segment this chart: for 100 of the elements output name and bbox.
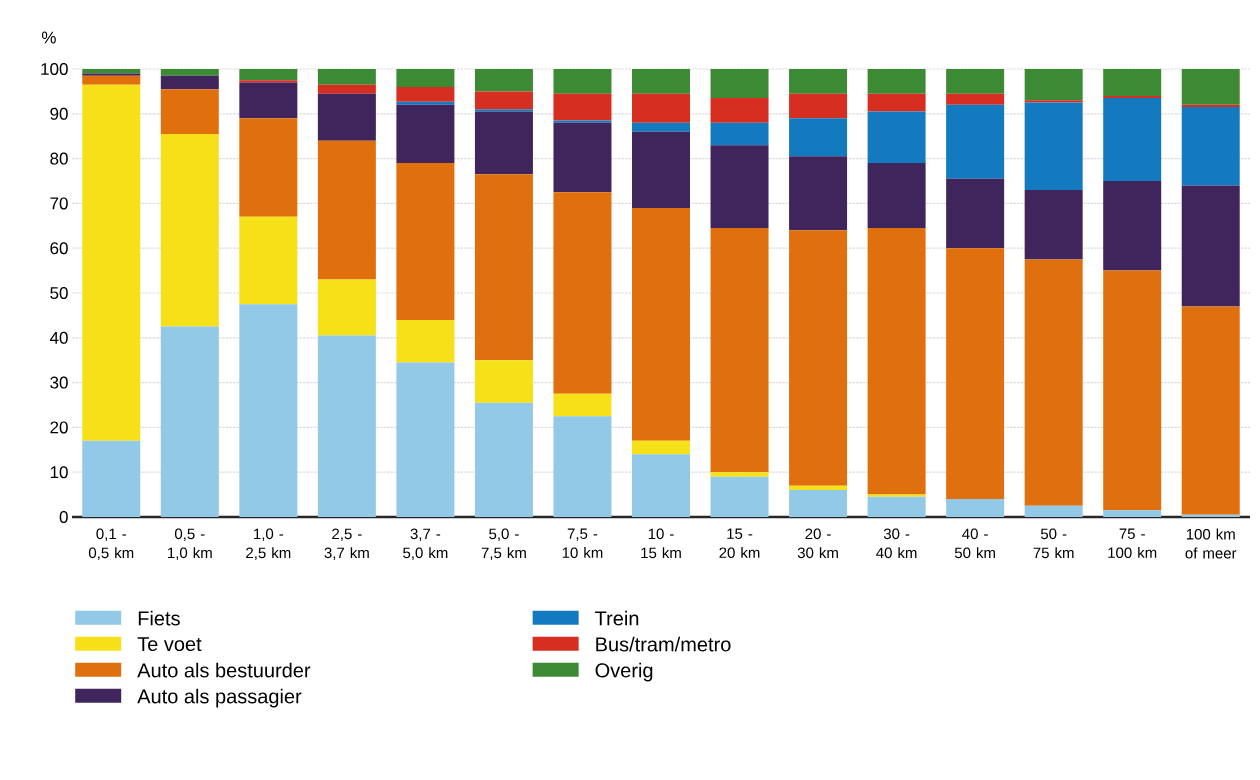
bar: [946, 499, 1005, 517]
bar: [632, 93, 690, 123]
bar: [946, 93, 1005, 105]
y-tick-label: 100: [41, 62, 68, 76]
bar: [160, 326, 219, 517]
bar: [632, 207, 690, 441]
bar: [1024, 189, 1083, 260]
bar: [474, 111, 533, 175]
bar: [317, 93, 376, 141]
bar: [317, 279, 376, 336]
bar: [1181, 185, 1240, 307]
bar: [867, 163, 926, 229]
bar: [1024, 100, 1083, 103]
bar: [474, 174, 533, 361]
bar: [317, 84, 376, 94]
bar: [474, 360, 533, 403]
x-tick-label: 100 km of meer: [1185, 528, 1237, 559]
bar: [160, 133, 219, 327]
x-tick-label: 15 - 20 km: [719, 528, 760, 558]
bar: [239, 82, 298, 119]
bar: [396, 362, 455, 517]
bar: [553, 69, 612, 94]
bar: [1103, 98, 1162, 181]
x-tick-label: 50 - 75 km: [1033, 528, 1074, 559]
bar: [553, 416, 612, 517]
y-tick-label: 60: [50, 242, 68, 255]
x-tick-label: 10 - 15 km: [641, 528, 681, 559]
bar: [82, 84, 141, 441]
bar: [867, 111, 926, 164]
y-tick-label: 90: [50, 107, 68, 120]
x-tick-label: 5,0 - 7,5 km: [481, 528, 526, 560]
x-tick-label: 1,0 - 2,5 km: [246, 528, 291, 560]
y-tick-label: 20: [50, 421, 68, 434]
bar: [82, 75, 141, 85]
bar: [867, 69, 926, 94]
bar: [474, 402, 533, 517]
bar: [710, 122, 769, 146]
bar: [946, 248, 1005, 500]
bar: [1181, 306, 1240, 515]
legend-label: Te voet: [137, 637, 202, 652]
bar: [317, 140, 376, 280]
legend-label: Auto als passagier: [137, 688, 302, 708]
bar: [867, 228, 926, 495]
x-tick-label: 7,5 - 10 km: [562, 528, 603, 558]
x-tick-label: 3,7 - 5,0 km: [403, 528, 448, 560]
bar: [82, 73, 141, 76]
bar: [789, 118, 848, 157]
x-tick-label: 2,5 - 3,7 km: [324, 528, 369, 560]
bar: [396, 101, 455, 105]
bar: [710, 472, 769, 477]
bar: [1103, 181, 1162, 271]
bar: [632, 69, 690, 94]
bar: [867, 496, 926, 517]
bar: [789, 69, 848, 94]
bar: [789, 490, 848, 517]
bar: [82, 440, 141, 517]
bar: [553, 192, 612, 394]
bar: [710, 98, 769, 123]
bar: [396, 104, 455, 164]
x-tick-label: 75 - 100 km: [1108, 528, 1157, 558]
bar: [1024, 259, 1083, 506]
y-tick-label: 10: [50, 466, 68, 479]
bar: [474, 109, 533, 112]
x-tick-label: 0,5 - 1,0 km: [168, 528, 212, 560]
bar: [1181, 69, 1240, 105]
bar: [474, 91, 533, 110]
legend-label: Auto als bestuurder: [137, 662, 311, 678]
bar: [1024, 69, 1083, 101]
bar: [396, 69, 455, 87]
bar: [867, 93, 926, 112]
bar: [946, 104, 1005, 179]
bar: [1024, 102, 1083, 190]
bar: [1103, 69, 1162, 96]
bar: [553, 93, 612, 121]
bar: [789, 93, 848, 119]
y-tick-label: 30: [50, 376, 68, 389]
legend-label: Trein: [595, 610, 639, 626]
bar: [160, 69, 219, 76]
bar: [946, 178, 1005, 249]
legend-label: Bus/tram/metro: [596, 636, 731, 652]
bar: [632, 440, 690, 455]
y-tick-label: 0: [59, 510, 68, 524]
bar: [317, 335, 376, 517]
bar: [710, 228, 769, 473]
bar: [632, 122, 690, 132]
bar: [239, 304, 298, 517]
x-tick-label: 40 - 50 km: [954, 528, 995, 559]
x-tick-label: 30 - 40 km: [876, 528, 917, 559]
y-tick-label: 50: [50, 286, 68, 300]
bar: [396, 86, 455, 102]
bar: [1103, 510, 1162, 517]
bar: [1024, 505, 1083, 517]
legend-label: Overig: [595, 662, 653, 682]
bar: [789, 156, 848, 231]
y-tick-label: 70: [50, 197, 68, 210]
bar: [160, 75, 219, 90]
bar: [1103, 270, 1162, 511]
legend-label: Fiets: [138, 610, 180, 626]
bar: [239, 118, 298, 217]
bar: [239, 216, 298, 305]
